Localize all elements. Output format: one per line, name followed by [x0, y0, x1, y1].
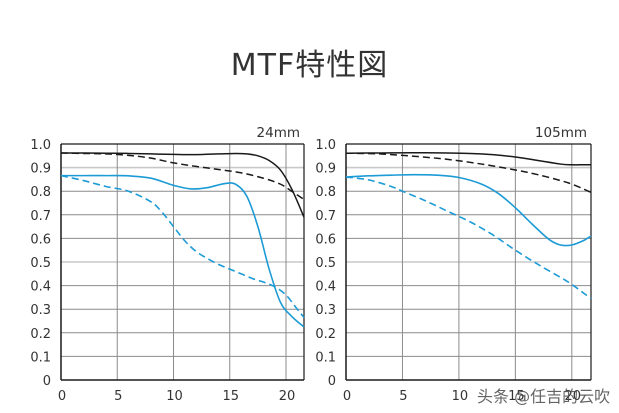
chart-title: 24mm	[257, 125, 300, 141]
page-title: MTF特性図	[230, 48, 389, 83]
y-tick-label: 0	[43, 374, 51, 389]
y-tick-label: 0.8	[315, 185, 336, 200]
y-tick-label: 0.7	[315, 209, 336, 224]
series-blue-solid	[345, 173, 592, 247]
x-tick-label: 20	[279, 389, 296, 404]
x-tick-label: 5	[114, 389, 122, 404]
x-tick-label: 15	[508, 389, 525, 404]
y-tick-label: 0.6	[30, 232, 51, 247]
y-tick-label: 0.9	[30, 162, 51, 177]
y-tick-label: 0.3	[315, 303, 336, 318]
chart-105mm: 0 0.1 0.2 0.3 0.4 0.5 0.6 0.7 0.8 0.9 1.0 0 5 10 15 20 1…	[315, 125, 592, 404]
y-tick-label: 0.4	[315, 280, 336, 295]
x-tick-label: 0	[58, 389, 66, 404]
y-tick-label: 0.6	[315, 232, 336, 247]
y-tick-label: 0.5	[30, 256, 51, 271]
y-tick-label: 0.1	[30, 350, 51, 365]
y-tick-label: 0.1	[315, 350, 336, 365]
series-blue-dashed	[345, 176, 592, 300]
y-tick-label: 0.7	[30, 209, 51, 224]
series-blue-dashed	[60, 174, 305, 318]
x-tick-label: 20	[565, 389, 582, 404]
series-black-solid	[60, 152, 305, 218]
y-tick-label: 0.8	[30, 185, 51, 200]
series-black-dashed	[60, 152, 305, 201]
x-tick-label: 0	[343, 389, 351, 404]
watermark: 头条 @任吉的云吹	[477, 387, 611, 406]
x-tick-label: 10	[166, 389, 183, 404]
y-tick-label: 0	[328, 374, 336, 389]
chart-title: 105mm	[535, 125, 587, 141]
series-blue-solid	[60, 174, 305, 328]
y-tick-label: 0.4	[30, 280, 51, 295]
x-tick-label: 5	[399, 389, 407, 404]
y-tick-label: 0.3	[30, 303, 51, 318]
x-tick-label: 15	[222, 389, 239, 404]
y-tick-label: 0.5	[315, 256, 336, 271]
y-tick-label: 0.2	[315, 327, 336, 342]
y-tick-label: 0.9	[315, 162, 336, 177]
x-tick-label: 10	[452, 389, 469, 404]
y-tick-label: 1.0	[30, 138, 51, 153]
series-black-dashed	[345, 152, 592, 194]
chart-24mm: 0 0.1 0.2 0.3 0.4 0.5 0.6 0.7 0.8 0.9 1.0 0 5 10 15 20 2…	[30, 125, 305, 404]
series-black-solid	[345, 151, 591, 166]
y-tick-label: 0.2	[30, 327, 51, 342]
y-tick-label: 1.0	[315, 138, 336, 153]
